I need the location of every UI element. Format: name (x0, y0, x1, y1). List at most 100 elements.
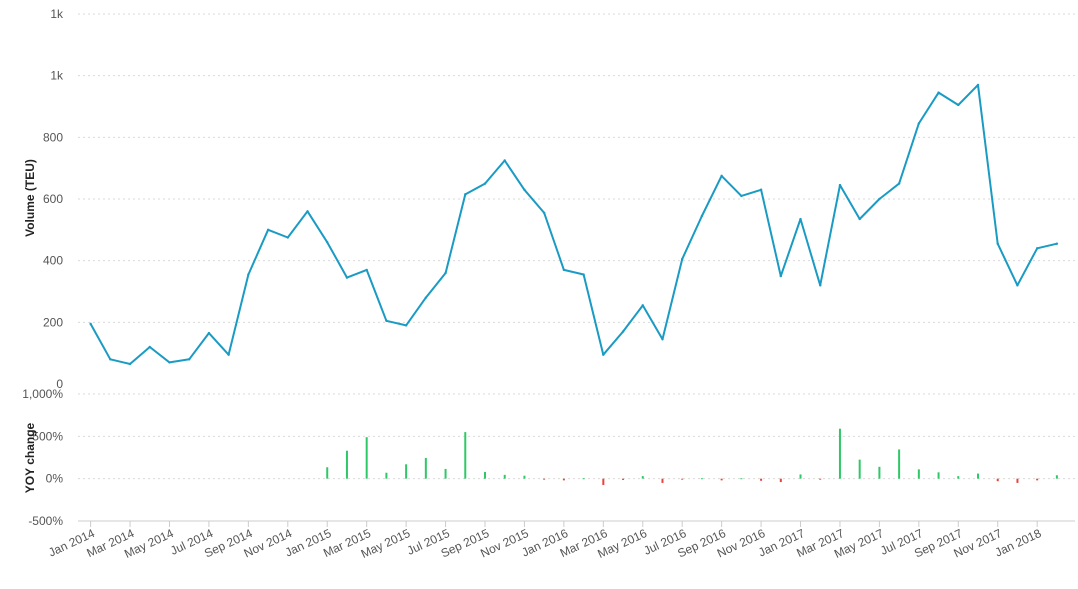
yoy-bar (622, 478, 625, 480)
volume-point (917, 122, 921, 125)
volume-point (897, 182, 901, 185)
yoy-y-tick-label: 1,000% (22, 387, 63, 401)
yoy-bar (405, 464, 408, 479)
volume-point (819, 284, 822, 287)
yoy-bar (700, 478, 703, 480)
volume-point (1035, 247, 1039, 250)
volume-point (1055, 242, 1059, 245)
volume-point (582, 273, 585, 276)
yoy-bar (582, 478, 585, 480)
volume-point (641, 304, 644, 307)
volume-point (937, 91, 940, 94)
yoy-bar (385, 472, 388, 479)
volume-point (720, 174, 723, 178)
volume-point (1016, 284, 1019, 287)
yoy-panel: -500% 0% 500% 1,000% YOY change (22, 387, 1075, 528)
yoy-bar (345, 450, 348, 479)
volume-point (523, 188, 526, 191)
volume-point (89, 322, 92, 326)
volume-y-tick-label: 600 (43, 192, 63, 206)
volume-y-tick-label: 200 (43, 315, 63, 329)
volume-series-line (89, 83, 1058, 365)
volume-point (464, 193, 467, 196)
yoy-bar (602, 478, 605, 486)
volume-point (483, 182, 487, 185)
volume-point (306, 210, 309, 213)
volume-point (838, 183, 842, 187)
yoy-bar (858, 459, 861, 479)
volume-point (385, 319, 388, 322)
volume-y-tick-label: 400 (43, 254, 63, 268)
volume-point (661, 338, 664, 341)
volume-point (444, 271, 447, 275)
yoy-bar (878, 466, 881, 479)
yoy-axis-label: YOY change (23, 422, 37, 493)
volume-point (404, 324, 408, 327)
volume-point (779, 274, 782, 278)
volume-point (681, 257, 684, 261)
yoy-y-tick-label: -500% (28, 514, 63, 528)
volume-point (878, 197, 881, 201)
yoy-bar (464, 432, 467, 479)
volume-panel: 200 400 600 800 1k 1k 0 Volume (TEU) (23, 7, 1075, 391)
yoy-bar (760, 478, 763, 481)
yoy-bar (937, 472, 940, 479)
volume-point (424, 296, 428, 299)
volume-point (700, 214, 704, 218)
yoy-bar (838, 428, 841, 479)
volume-point (996, 242, 999, 245)
yoy-bar (661, 478, 664, 483)
yoy-bar (819, 478, 822, 480)
yoy-bar (799, 474, 802, 479)
yoy-bar (681, 478, 684, 480)
volume-y-tick-label: 1k (50, 7, 64, 21)
volume-point (542, 211, 546, 215)
yoy-bar (424, 457, 427, 479)
yoy-bar (641, 476, 644, 479)
volume-y-tick-label: 800 (43, 130, 63, 144)
yoy-bar (740, 478, 743, 480)
yoy-bar (917, 469, 920, 479)
volume-point (168, 361, 171, 364)
yoy-y-tick-label: 500% (32, 429, 63, 443)
yoy-bar (503, 474, 506, 479)
yoy-bar (779, 478, 782, 483)
volume-point (740, 194, 743, 198)
x-tick-label: Jan 2018 (993, 526, 1044, 560)
yoy-bars (326, 428, 1058, 486)
volume-point (976, 83, 980, 87)
volume-point (286, 236, 289, 239)
volume-point (109, 358, 112, 361)
yoy-bar (484, 471, 486, 479)
yoy-gridlines (78, 393, 1075, 480)
yoy-bar (365, 437, 368, 479)
volume-point (759, 188, 763, 191)
volume-point (188, 358, 191, 361)
volume-axis-label: Volume (TEU) (23, 159, 37, 237)
yoy-bar (543, 478, 546, 480)
volume-point (345, 276, 349, 279)
yoy-bar (444, 468, 447, 479)
volume-point (858, 217, 861, 221)
yoy-bar (977, 473, 979, 479)
volume-point (365, 268, 368, 272)
volume-point (266, 228, 270, 232)
volume-point (562, 268, 566, 272)
volume-point (957, 103, 960, 107)
volume-point (602, 353, 605, 356)
yoy-bar (898, 449, 901, 479)
volume-gridlines (78, 13, 1075, 323)
volume-point (148, 345, 151, 349)
volume-point (621, 330, 625, 333)
yoy-bar (1055, 475, 1058, 479)
volume-y-tick-label-zero: 0 (56, 377, 63, 391)
yoy-bar (326, 467, 329, 479)
volume-point (227, 353, 230, 356)
volume-point (799, 217, 802, 221)
volume-point (247, 273, 250, 276)
yoy-bar (957, 476, 960, 479)
volume-y-tick-label: 1k (50, 69, 64, 83)
yoy-bar (562, 478, 565, 481)
